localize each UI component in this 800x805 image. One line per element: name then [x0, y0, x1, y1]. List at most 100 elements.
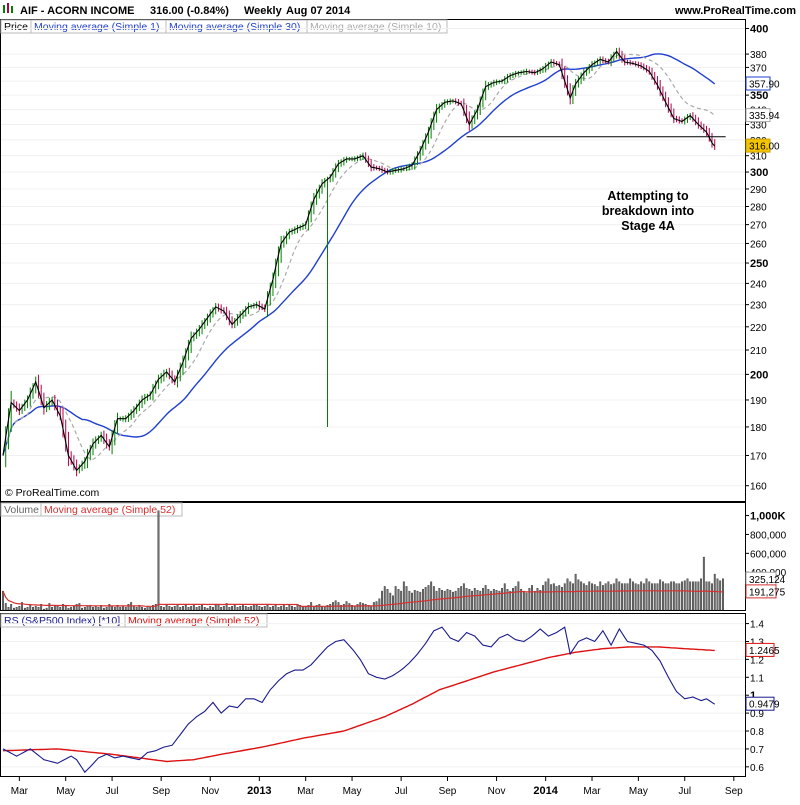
volume-bar [490, 590, 493, 611]
volume-bar [149, 607, 152, 611]
x-tick-label: Jul [395, 786, 408, 797]
volume-bar [432, 586, 435, 611]
volume-bar [615, 578, 618, 611]
x-tick-label: Sep [152, 786, 170, 797]
volume-bar [577, 579, 580, 611]
volume-bar [37, 607, 40, 611]
volume-bar [255, 605, 258, 611]
volume-bar [160, 606, 163, 611]
volume-bar [51, 607, 53, 611]
volume-panel-frame [0, 502, 746, 611]
volume-bar [471, 590, 473, 611]
volume-bar [113, 607, 116, 611]
volume-bar [610, 584, 613, 611]
volume-ma-line [2, 590, 723, 608]
volume-bar [528, 588, 531, 611]
sma10-line [2, 53, 716, 460]
sma1-close-line [2, 50, 716, 472]
volume-bar [591, 583, 593, 611]
volume-bar [566, 578, 569, 611]
volume-bar [569, 581, 572, 611]
rs-line [2, 626, 716, 774]
volume-bar [356, 604, 359, 611]
volume-bar [157, 510, 160, 611]
tag-sma30: 357.90 [749, 80, 780, 91]
volume-bar [697, 581, 700, 611]
tag-sma10: 335.94 [749, 111, 780, 122]
volume-bar [394, 586, 397, 611]
volume-bar [626, 583, 629, 611]
tag-sma10-box [745, 108, 771, 123]
volume-bar [326, 605, 329, 611]
volume-bar [119, 607, 122, 611]
volume-bar [416, 590, 419, 611]
tag-volume-ma-box [745, 584, 777, 599]
volume-bar [659, 579, 662, 611]
volume-bar [34, 606, 37, 611]
volume-bar [173, 606, 176, 611]
volume-bar [342, 604, 345, 611]
volume-bar [585, 585, 588, 611]
volume-bar [12, 607, 15, 611]
volume-bar [443, 590, 446, 611]
rs-tick-label: 1.1 [750, 673, 764, 684]
volume-legend: Volume Moving average (Simple 52) [0, 502, 183, 517]
header-site: www.ProRealTime.com [674, 5, 796, 17]
volume-bar [274, 604, 277, 611]
volume-bar [258, 606, 261, 611]
price-tick-label: 200 [750, 369, 768, 381]
volume-bar [43, 608, 45, 611]
volume-bar [261, 607, 263, 611]
volume-bar [441, 590, 443, 611]
volume-bar [653, 583, 656, 611]
volume-bar [239, 606, 242, 611]
volume-bar [94, 606, 97, 611]
volume-bar [187, 607, 190, 611]
volume-bar [642, 583, 645, 611]
volume-bar [618, 581, 621, 611]
volume-bar [547, 578, 550, 611]
tag-sma30-box [745, 76, 771, 91]
price-tick-label: 280 [750, 202, 767, 213]
volume-bar [192, 604, 195, 611]
annotation-line-1: Attempting to [607, 189, 689, 203]
volume-bar [206, 607, 209, 611]
volume-bar [162, 607, 165, 611]
price-tick-label: 370 [750, 63, 767, 74]
volume-bar [299, 605, 302, 611]
volume-bar [512, 588, 514, 611]
volume-bar [329, 604, 332, 611]
price-tick-label: 270 [750, 221, 767, 232]
tag-volume-last: 325,124 [749, 575, 786, 586]
x-tick-label: 2014 [533, 785, 558, 797]
volume-bar [318, 604, 321, 611]
volume-bar [612, 583, 615, 611]
volume-bar [269, 607, 272, 611]
price-legend: Price Moving average (Simple 1) Moving a… [0, 19, 448, 34]
volume-bar [454, 590, 457, 611]
x-tick-label: Nov [201, 786, 219, 797]
volume-tick-label: 600,000 [750, 549, 787, 560]
volume-bar [285, 607, 288, 611]
volume-bar [45, 607, 48, 611]
volume-bar [446, 589, 449, 611]
price-tick-label: 290 [750, 185, 767, 196]
volume-bar [203, 607, 206, 611]
volume-bar [132, 606, 135, 611]
volume-bar [708, 581, 711, 611]
volume-bar [604, 583, 607, 611]
volume-bar [501, 588, 503, 611]
volume-bar [411, 592, 413, 611]
volume-bar [111, 606, 114, 611]
volume-bar [105, 607, 108, 611]
volume-bar [686, 578, 689, 611]
x-tick-label: Nov [488, 786, 506, 797]
volume-bar [247, 607, 250, 611]
volume-bar [465, 588, 468, 611]
volume-bar [7, 607, 10, 611]
volume-bar [168, 606, 171, 611]
rs-tick-label: 1 [750, 690, 756, 702]
tag-rs-last: 0.9479 [749, 700, 780, 711]
volume-bar [282, 604, 285, 611]
